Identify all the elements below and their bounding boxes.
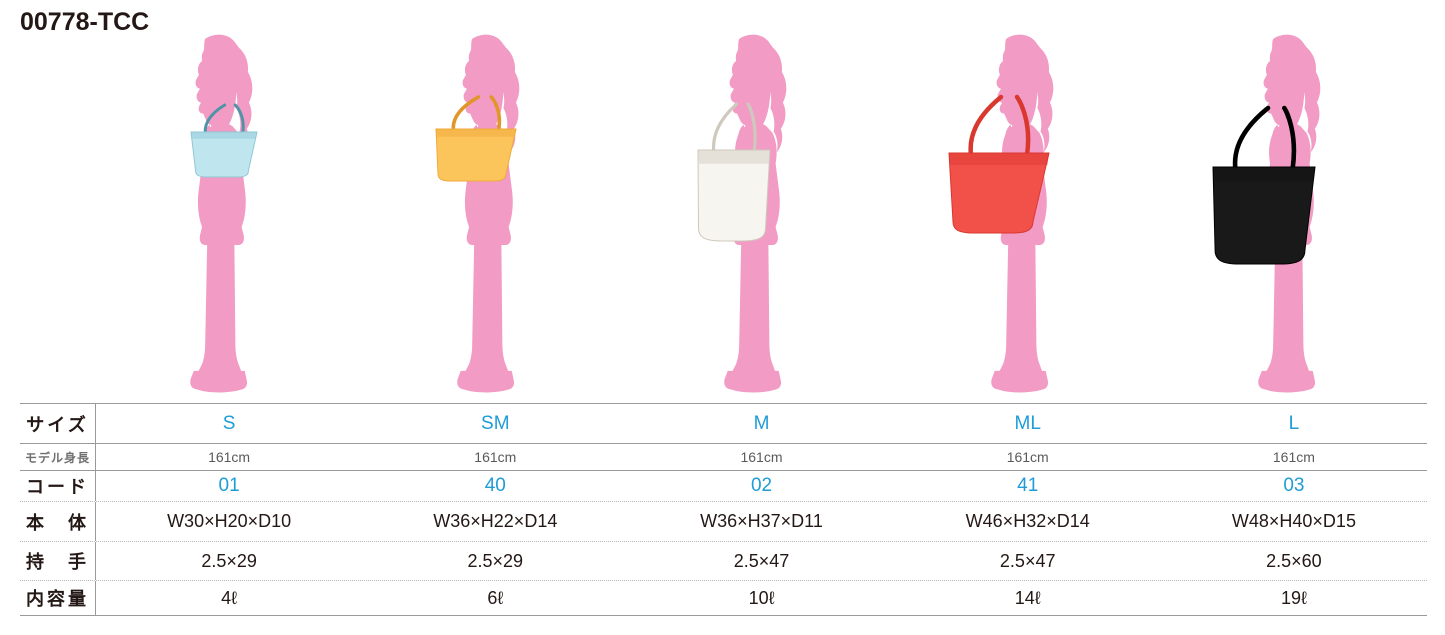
svg-text:00778-TCC: 00778-TCC (20, 8, 149, 36)
